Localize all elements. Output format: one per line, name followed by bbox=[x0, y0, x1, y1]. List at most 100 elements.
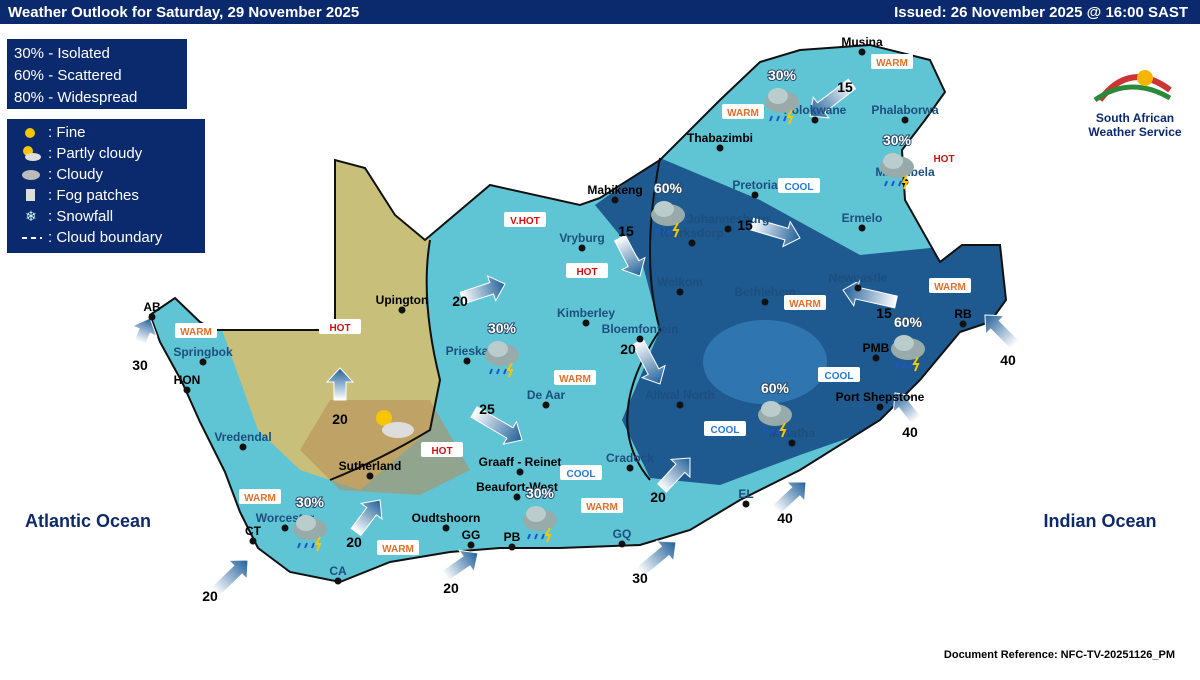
place: GQ bbox=[613, 527, 632, 541]
place: Bloemfontein bbox=[602, 322, 679, 336]
place-dot bbox=[334, 577, 342, 585]
zone-label: COOL bbox=[785, 182, 814, 193]
place: Johannesburg bbox=[687, 212, 770, 226]
place: Oudtshoorn bbox=[412, 511, 481, 525]
wind-arrow bbox=[771, 481, 807, 516]
zone-label: COOL bbox=[567, 469, 596, 480]
zone-box bbox=[319, 319, 361, 334]
boundary bbox=[329, 239, 442, 481]
lightning bbox=[506, 362, 514, 378]
place: Musina bbox=[841, 35, 883, 49]
lightning bbox=[672, 222, 680, 238]
legend-entry: : Fog patches bbox=[48, 187, 139, 204]
place-dot bbox=[761, 298, 769, 306]
cloud-icon bbox=[883, 153, 903, 169]
icon-fog bbox=[26, 189, 35, 201]
place: PB bbox=[504, 530, 521, 544]
wind-speed: 25 bbox=[479, 401, 495, 417]
place-dot bbox=[636, 335, 644, 343]
place: Polokwane bbox=[784, 103, 847, 117]
rain-drops bbox=[655, 228, 673, 235]
place-dot bbox=[516, 468, 524, 476]
wind-arrow bbox=[440, 549, 479, 582]
place-dot bbox=[199, 358, 207, 366]
place: Phalaborwa bbox=[871, 103, 939, 117]
logo-text: Weather Service bbox=[1088, 125, 1181, 139]
lightning bbox=[544, 527, 552, 543]
wind-arrow bbox=[632, 338, 666, 385]
place-dot bbox=[366, 472, 374, 480]
wind-speed: 30 bbox=[132, 357, 148, 373]
wind-arrow bbox=[459, 275, 506, 305]
zone-label: HOT bbox=[933, 154, 954, 165]
place: EL bbox=[738, 487, 753, 501]
place-dot bbox=[467, 541, 475, 549]
zone-label: WARM bbox=[876, 58, 908, 69]
wind-speed: 20 bbox=[452, 293, 468, 309]
wind-arrow bbox=[131, 317, 158, 345]
place-dot bbox=[959, 320, 967, 328]
place-dot bbox=[676, 288, 684, 296]
place: Mahikeng bbox=[587, 183, 642, 197]
rain-drops bbox=[297, 542, 315, 549]
ocean: Atlantic Ocean bbox=[25, 511, 151, 531]
place-dot bbox=[716, 144, 724, 152]
place: Welkom bbox=[657, 275, 703, 289]
wind-arrow bbox=[325, 367, 355, 401]
wind-speed: 40 bbox=[777, 510, 793, 526]
legend-entry: : Partly cloudy bbox=[48, 145, 143, 162]
wind-arrow bbox=[614, 234, 646, 277]
place-dot bbox=[239, 443, 247, 451]
zone-box bbox=[784, 295, 826, 310]
zone-label: HOT bbox=[329, 323, 350, 334]
zone-box bbox=[722, 104, 764, 119]
zone-box bbox=[704, 421, 746, 436]
lightning bbox=[912, 356, 920, 372]
place: Aliwal North bbox=[645, 388, 715, 402]
place-dot bbox=[513, 493, 521, 501]
lightning bbox=[786, 109, 794, 125]
rain-chance: 30% bbox=[768, 67, 797, 83]
place-dot bbox=[148, 313, 156, 321]
zone-label: WARM bbox=[382, 544, 414, 555]
place: CA bbox=[329, 564, 347, 578]
rain-chance: 60% bbox=[654, 180, 683, 196]
place: RB bbox=[954, 307, 972, 321]
place-dot bbox=[858, 48, 866, 56]
zone-label: HOT bbox=[576, 267, 597, 278]
place: Ermelo bbox=[842, 211, 883, 225]
legend-entry: 80% - Widespread bbox=[14, 89, 137, 106]
zone-box bbox=[581, 498, 623, 513]
wind-speed: 15 bbox=[876, 305, 892, 321]
doc-reference: Document Reference: NFC-TV-20251126_PM bbox=[944, 649, 1175, 661]
rain-drops bbox=[527, 533, 545, 540]
zone-label: COOL bbox=[711, 425, 740, 436]
boundary bbox=[626, 157, 662, 481]
wind-speed: 20 bbox=[443, 580, 459, 596]
zone-box bbox=[377, 540, 419, 555]
place-dot bbox=[582, 319, 590, 327]
wind-arrow bbox=[635, 540, 677, 578]
place: PMB bbox=[863, 341, 890, 355]
rain-chance: 60% bbox=[761, 380, 790, 396]
place: Newcastle bbox=[829, 271, 888, 285]
cloud-icon bbox=[488, 341, 508, 357]
zone-label: WARM bbox=[244, 493, 276, 504]
zone-label: HOT bbox=[431, 446, 452, 457]
place: De Aar bbox=[527, 388, 566, 402]
wind-speed: 15 bbox=[618, 223, 634, 239]
rain-drops bbox=[895, 362, 913, 369]
cloud-icon bbox=[761, 401, 781, 417]
wind-arrow bbox=[656, 457, 691, 493]
wind-arrow bbox=[892, 392, 922, 425]
place-dot bbox=[442, 524, 450, 532]
wind-speed: 40 bbox=[902, 424, 918, 440]
zone-box bbox=[421, 442, 463, 457]
place-dot bbox=[854, 284, 862, 292]
zone-box bbox=[566, 263, 608, 278]
rain-drops bbox=[762, 428, 780, 435]
place-dot bbox=[742, 500, 750, 508]
place-dot bbox=[626, 464, 634, 472]
zone-label: WARM bbox=[789, 299, 821, 310]
cloud-icon bbox=[526, 506, 546, 522]
